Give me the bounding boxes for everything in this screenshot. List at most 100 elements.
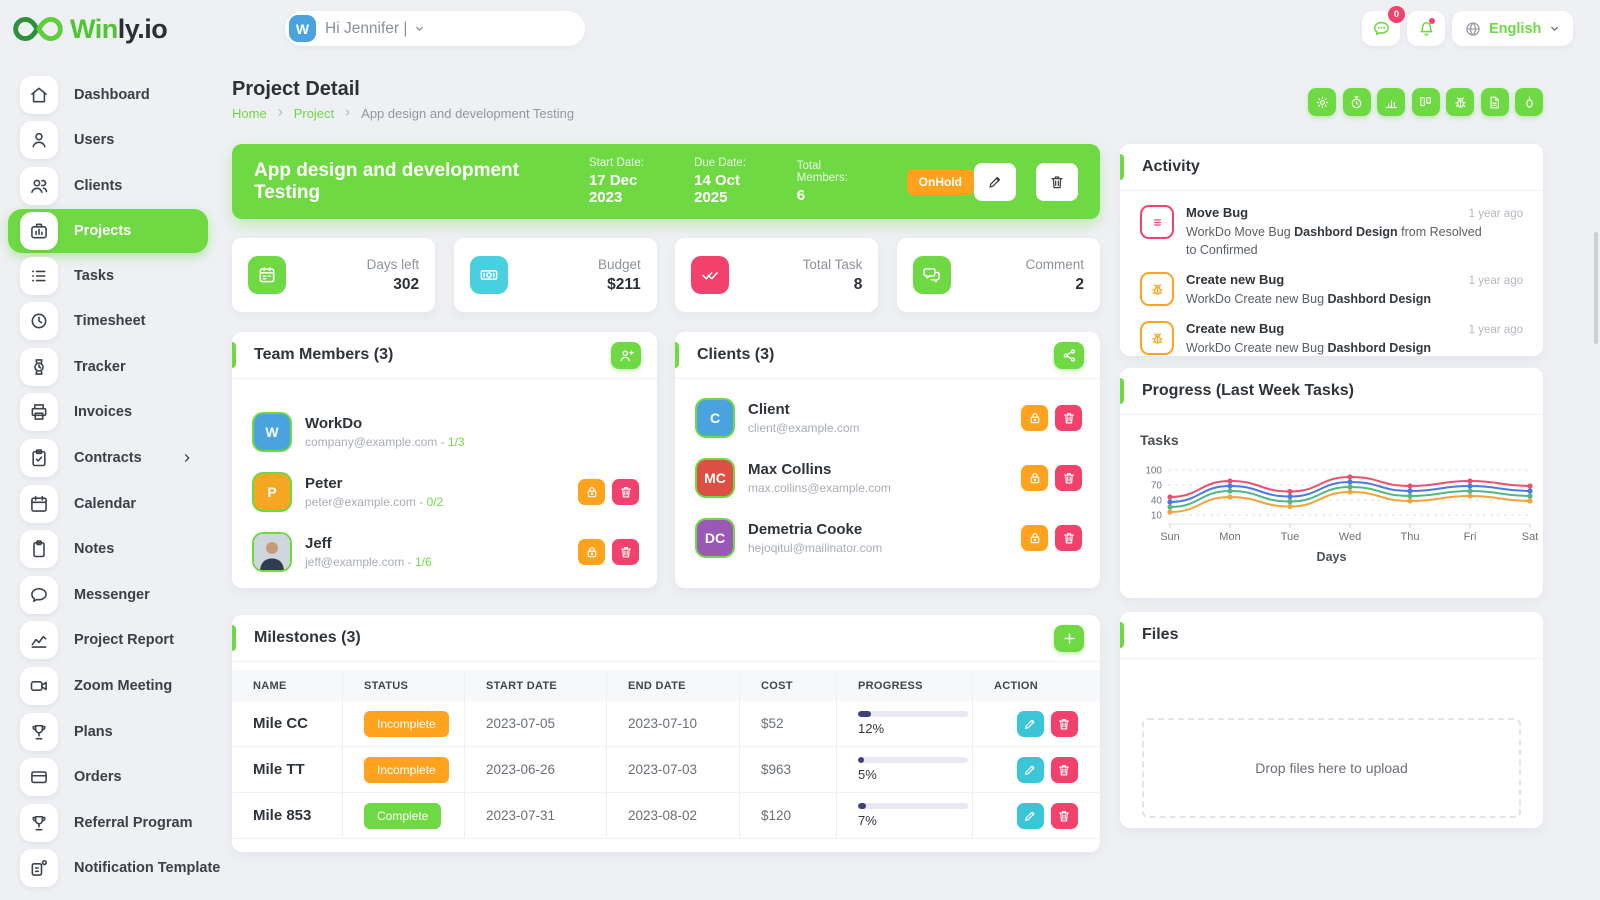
- sidebar-item-plans[interactable]: Plans: [8, 709, 208, 755]
- stat-value: 302: [393, 275, 420, 293]
- sidebar-item-dashboard[interactable]: Dashboard: [8, 72, 208, 118]
- language-selector[interactable]: English: [1452, 11, 1574, 46]
- breadcrumb-item-project[interactable]: Project: [293, 106, 335, 121]
- list-item-workdo: W WorkDo company@example.com - 1/3: [252, 412, 639, 452]
- sidebar-item-timesheet[interactable]: Timesheet: [8, 298, 208, 344]
- bug-button[interactable]: [1446, 88, 1474, 116]
- clients-title: Clients (3): [697, 346, 775, 363]
- sidebar-item-label: Users: [74, 132, 115, 149]
- sidebar-item-users[interactable]: Users: [8, 118, 208, 164]
- delete-button[interactable]: [1055, 525, 1082, 551]
- edit-project-button[interactable]: [974, 162, 1016, 201]
- activity-title-text: Create new Bug: [1186, 321, 1285, 337]
- sidebar-item-projects[interactable]: Projects: [8, 208, 208, 253]
- stat-label: Days left: [366, 256, 420, 272]
- delete-milestone-button[interactable]: [1050, 802, 1078, 829]
- messages-badge: 0: [1388, 6, 1405, 23]
- share-client-button[interactable]: [1054, 341, 1084, 369]
- sidebar-item-notes[interactable]: Notes: [8, 526, 208, 572]
- add-member-button[interactable]: [611, 341, 641, 369]
- gear-button[interactable]: [1308, 88, 1336, 116]
- permission-button[interactable]: [1021, 465, 1048, 491]
- stat-value: $211: [607, 275, 641, 293]
- milestones-header-row: NAME STATUS START DATE END DATE COST PROGRESS…: [232, 670, 1100, 701]
- sidebar-item-contracts[interactable]: Contracts: [8, 435, 208, 481]
- edit-milestone-button[interactable]: [1016, 756, 1044, 783]
- delete-project-button[interactable]: [1036, 162, 1078, 201]
- trash-icon: [1059, 764, 1069, 776]
- sidebar-item-tasks[interactable]: Tasks: [8, 253, 208, 299]
- tasks-line-chart: 100 70 40 10 Sun Mon Tue Wed Thu Fri Sat: [1145, 466, 1538, 544]
- page-scrollbar[interactable]: [1594, 232, 1598, 344]
- delete-button[interactable]: [612, 479, 639, 505]
- sidebar-item-messenger[interactable]: Messenger: [8, 572, 208, 618]
- sidebar-item-notification-template[interactable]: Notification Template: [8, 846, 220, 892]
- svg-text:10: 10: [1151, 511, 1163, 522]
- member-task-ratio: 1/3: [447, 435, 465, 449]
- sidebar-item-tracker[interactable]: Tracker: [8, 344, 208, 390]
- kanban-button[interactable]: [1411, 88, 1440, 116]
- sidebar-item-project-report[interactable]: Project Report: [8, 618, 208, 664]
- edit-milestone-button[interactable]: [1016, 802, 1044, 829]
- stat-label: Budget: [597, 256, 641, 272]
- permission-button[interactable]: [1021, 525, 1048, 551]
- sidebar-item-clients[interactable]: Clients: [8, 163, 208, 209]
- sidebar-item-referral-program[interactable]: Referral Program: [8, 800, 208, 846]
- list-item-demetria-cooke: DC Demetria Cooke hejoqitul@mailinator.com: [695, 518, 1082, 558]
- sidebar-item-label: Tracker: [74, 358, 126, 375]
- edit-milestone-button[interactable]: [1016, 710, 1044, 737]
- tracker-button[interactable]: [1515, 88, 1543, 116]
- file-dropzone[interactable]: Drop files here to upload: [1142, 718, 1521, 818]
- lock-icon: [1030, 413, 1039, 424]
- card-icon: [31, 771, 47, 784]
- breadcrumb-separator-icon: [275, 106, 286, 121]
- lock-icon: [587, 547, 596, 558]
- avatar: [252, 532, 292, 572]
- trash-icon: [1063, 533, 1074, 544]
- clock-icon: [31, 313, 47, 329]
- delete-button[interactable]: [1055, 405, 1082, 431]
- permission-button[interactable]: [578, 539, 605, 565]
- plus-icon: [1063, 632, 1075, 644]
- notifications-button[interactable]: [1407, 11, 1445, 46]
- milestone-end-date: 2023-07-03: [628, 762, 698, 777]
- milestone-progress-label: 7%: [858, 813, 877, 828]
- bar-chart-button[interactable]: [1377, 88, 1405, 116]
- delete-button[interactable]: [612, 539, 639, 565]
- delete-milestone-button[interactable]: [1050, 756, 1078, 783]
- sidebar-item-label: Dashboard: [74, 86, 150, 103]
- project-banner: App design and development Testing Start…: [232, 144, 1100, 219]
- breadcrumb-item-home[interactable]: Home: [232, 106, 267, 121]
- member-task-ratio: 0/2: [426, 495, 444, 509]
- sidebar-item-calendar[interactable]: Calendar: [8, 481, 208, 527]
- svg-text:70: 70: [1151, 481, 1163, 492]
- bug-icon: [1151, 333, 1163, 344]
- trophy-icon: [32, 724, 46, 739]
- user-menu[interactable]: W Hi Jennifer |: [285, 11, 585, 46]
- trash-icon: [620, 487, 631, 498]
- milestone-name: Mile 853: [253, 807, 312, 824]
- permission-button[interactable]: [1021, 405, 1048, 431]
- messages-button[interactable]: 0: [1362, 6, 1405, 46]
- comments-icon: [923, 268, 940, 283]
- add-milestone-button[interactable]: [1054, 624, 1084, 652]
- list-item-max-collins: MC Max Collins max.collins@example.com: [695, 458, 1082, 498]
- sidebar-item-invoices[interactable]: Invoices: [8, 390, 208, 436]
- delete-milestone-button[interactable]: [1050, 710, 1078, 737]
- activity-timestamp: 1 year ago: [1468, 324, 1523, 337]
- sidebar-item-label: Timesheet: [74, 313, 146, 330]
- trash-icon: [1051, 175, 1063, 188]
- column-header-end-date: END DATE: [606, 670, 739, 701]
- trend-icon: [31, 636, 47, 649]
- delete-button[interactable]: [1055, 465, 1082, 491]
- stat-label: Comment: [1025, 256, 1084, 272]
- document-button[interactable]: [1480, 88, 1509, 116]
- stopwatch-button[interactable]: [1342, 88, 1371, 116]
- milestone-start-date: 2023-07-31: [486, 808, 556, 823]
- sidebar-item-orders[interactable]: Orders: [8, 754, 208, 800]
- milestone-cost: $52: [761, 716, 784, 731]
- sidebar-item-zoom-meeting[interactable]: Zoom Meeting: [8, 663, 208, 709]
- member-name: Client: [748, 401, 790, 418]
- permission-button[interactable]: [578, 479, 605, 505]
- stat-card-days-left: Days left 302: [232, 238, 436, 312]
